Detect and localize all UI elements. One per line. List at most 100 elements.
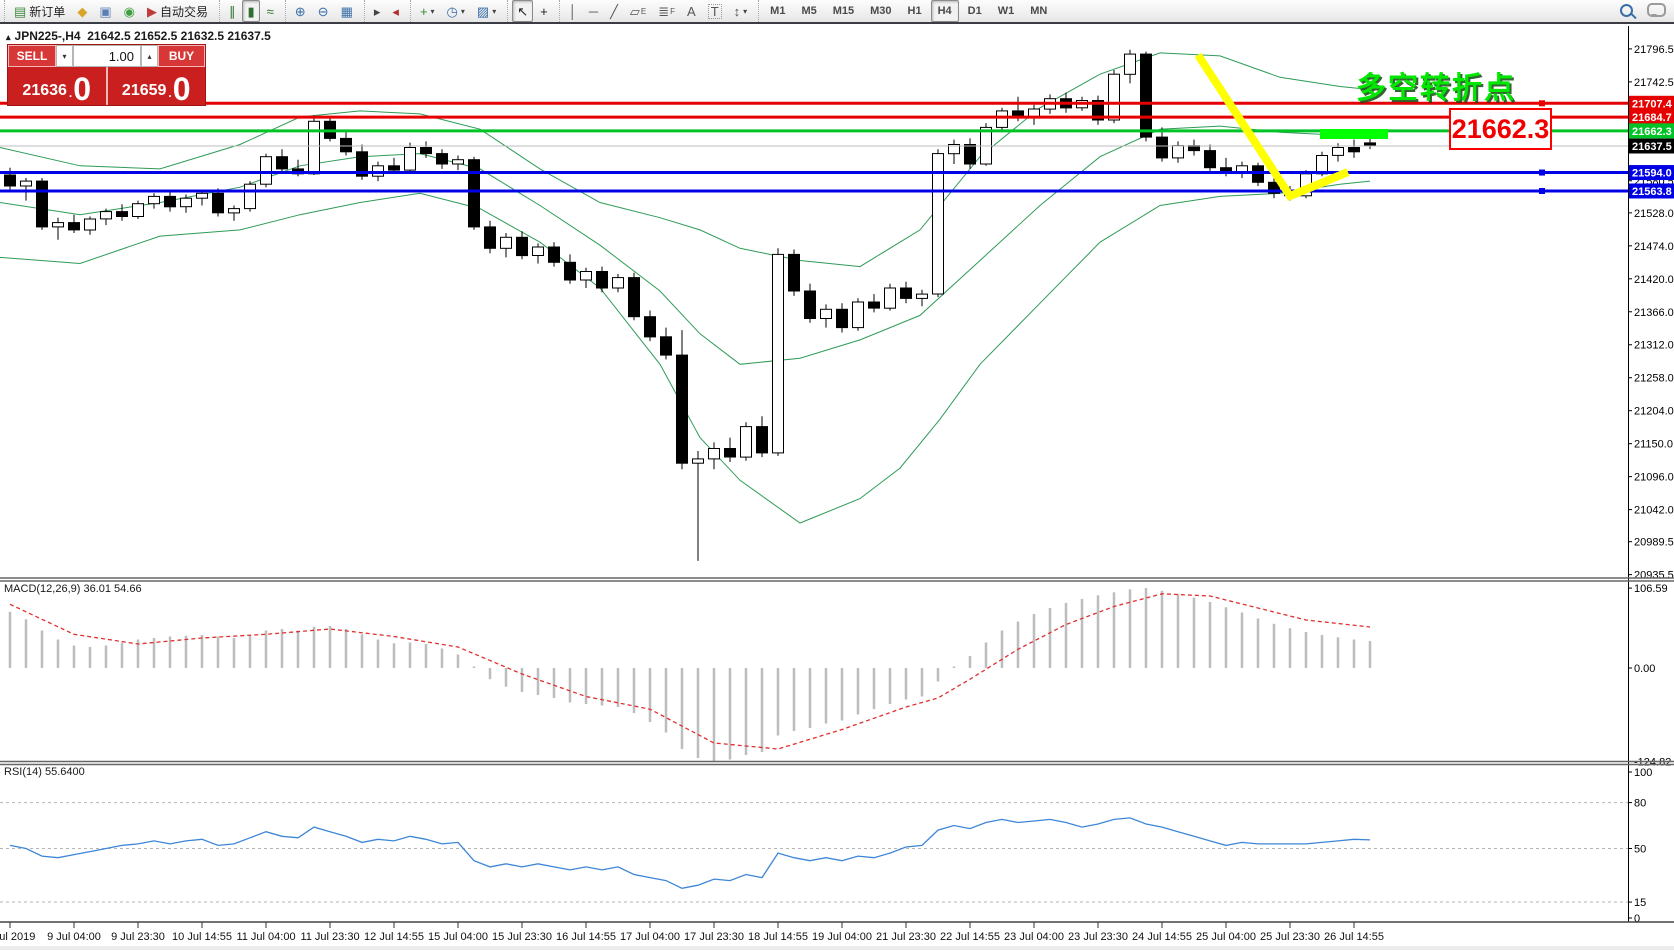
macd-histogram-bar [872,668,876,710]
chat-icon[interactable] [1647,3,1666,17]
macd-histogram-bar [472,666,476,668]
collapse-panel-icon[interactable]: ▴ [6,32,11,42]
toolbar-group: ↖ + [507,0,557,22]
search-icon[interactable] [1620,3,1633,17]
fibonacci-icon-sub: F [670,6,676,16]
text-label-button[interactable]: T [703,0,727,22]
tile-windows-button[interactable]: ▦ [336,0,358,22]
candle-body [372,165,384,177]
buy-price[interactable]: 21659. 0 [108,67,206,105]
date-axis-label: 26 Jul 14:55 [1324,931,1384,943]
auto-scroll-button[interactable]: ◂ [387,0,404,22]
timeframe-d1[interactable]: D1 [967,5,982,17]
templates-button[interactable]: ▨ ▾ [472,0,501,22]
buy-price-frac: 0 [172,70,191,107]
candle-body [564,261,576,281]
volume-decrease-button[interactable]: ▾ [56,45,73,67]
volume-input[interactable]: 1.00 [73,45,141,67]
price-axis-label: 21204.0 [1634,406,1674,418]
chevron-down-icon[interactable]: ▾ [430,6,435,16]
macd-histogram-bar [424,644,428,668]
timeframe-h4[interactable]: H4 [930,0,959,22]
text-icon: A [687,3,696,19]
yellow-trendline-object[interactable] [1194,52,1350,201]
timeframe-m30[interactable]: M30 [870,5,892,17]
price-callout-box[interactable]: 21662.3 [1449,108,1552,150]
rsi-line [9,817,1371,889]
macd-histogram-bar [24,619,28,668]
price-line-badge [1629,123,1674,139]
chevron-down-icon[interactable]: ▾ [492,6,497,16]
zoom-out-button[interactable]: ⊖ [313,0,334,22]
sell-button[interactable]: SELL [8,45,56,67]
macd-histogram-bar [840,668,844,721]
price-axis-label: 21312.0 [1634,340,1674,352]
timeframe-h1[interactable]: H1 [907,5,922,17]
cursor-button[interactable]: ↖ [512,0,534,22]
candle-body [36,180,48,228]
highlight-zone-rect[interactable] [1320,129,1388,139]
date-axis-label: 10 Jul 14:55 [172,931,232,943]
timeframe-m15[interactable]: M15 [832,5,855,17]
date-axis-label: 11 Jul 23:30 [300,931,359,943]
date-axis-label: 19 Jul 04:00 [812,931,872,943]
timeframe-mn[interactable]: MN [1030,5,1048,17]
line-handle[interactable] [1539,169,1545,176]
zoom-in-button[interactable]: ⊕ [290,0,311,22]
trendline-button[interactable]: ╱ [605,0,623,22]
timeframe-w1[interactable]: W1 [997,5,1015,17]
bar-chart-button[interactable]: ∥ [224,0,241,22]
candle-body [1156,136,1168,159]
candle-body [1252,165,1264,183]
shift-end-button[interactable]: ▸ [369,0,386,22]
candle-body [612,277,624,289]
candle-body [1348,147,1360,153]
line-handle[interactable] [1539,100,1545,107]
chevron-down-icon[interactable]: ▾ [743,6,748,16]
horizontal-line-button[interactable]: ─ [584,0,603,22]
macd-histogram-bar [200,635,204,668]
highlighter-button[interactable]: ◆ [72,0,92,22]
crosshair-button[interactable]: + [535,0,553,22]
turning-point-annotation[interactable]: 多空转折点 [1356,72,1516,105]
ohlc-readout: 21642.5 21652.5 21632.5 21637.5 [87,29,271,43]
periods-button[interactable]: ◷ ▾ [442,0,470,22]
toolbar: ▤ 新订单 ◆ ▣ ◉ ▶ 自动交易 ∥ ▮ ≈ ⊕ ⊖ ▦ ▸ ◂ + ▾ ◷ ▾ ▨ ▾ ↖ + │ ─ ╱ ▱ E ≣ F A T ↕ ▾ M… [0,0,1674,24]
autotrading-button[interactable]: ▶ 自动交易 [142,0,213,22]
price-axis-label: 21528.0 [1634,208,1674,220]
candle-body [772,253,784,454]
line-handle[interactable] [1539,187,1545,194]
channel-button[interactable]: ▱ E [625,0,651,22]
sell-price[interactable]: 21636. 0 [8,67,108,105]
candle-body [388,165,400,171]
macd-histogram-bar [968,656,972,668]
line-chart-button[interactable]: ≈ [262,0,279,22]
new-chart-button[interactable]: + ▾ [415,0,440,22]
macd-histogram-bar [1224,607,1228,668]
buy-button[interactable]: BUY [158,45,205,67]
macd-histogram-bar [920,668,924,697]
new-order-button[interactable]: ▤ 新订单 [9,0,70,22]
signals-button[interactable]: ◉ [119,0,140,22]
text-button[interactable]: A [682,0,701,22]
candle-body [644,316,656,338]
price-axis-label: 21474.0 [1634,241,1674,253]
chevron-down-icon[interactable]: ▾ [460,6,465,16]
macd-histogram-bar [776,668,780,736]
profile-button[interactable]: ▣ [94,0,116,22]
candle-body [244,183,256,210]
fibonacci-button[interactable]: ≣ F [653,0,680,22]
timeframe-m1[interactable]: M1 [770,5,786,17]
macd-histogram-bar [296,630,300,668]
candle-body [180,197,192,208]
timeframe-m5[interactable]: M5 [801,5,817,17]
volume-increase-button[interactable]: ▴ [141,45,158,67]
arrow-objects-button[interactable]: ↕ ▾ [729,0,753,22]
candlestick-chart-button[interactable]: ▮ [242,0,260,22]
vertical-line-button[interactable]: │ [564,0,582,22]
macd-histogram-bar [1352,639,1356,668]
computer-icon: ▣ [99,3,112,19]
macd-histogram-bar [520,668,524,692]
macd-histogram-bar [584,668,588,704]
